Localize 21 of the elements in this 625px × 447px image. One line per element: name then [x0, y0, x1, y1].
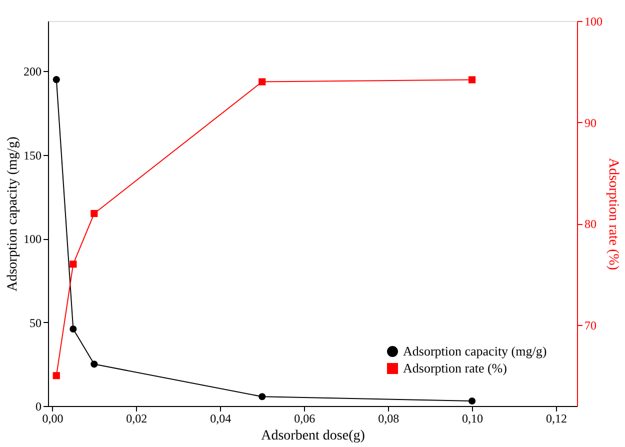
- x-tick-label: 0,06: [294, 412, 316, 426]
- y2-tick-label: 70: [584, 318, 596, 332]
- y-tick-label: 50: [30, 316, 42, 330]
- y-tick-label: 150: [24, 148, 42, 162]
- y2-tick-label: 90: [584, 116, 596, 130]
- x-axis-title: Adsorbent dose(g): [261, 428, 366, 444]
- y-tick-label: 200: [24, 64, 42, 79]
- x-tick-label: 0,00: [42, 412, 64, 426]
- y2-tick-label: 80: [584, 217, 596, 232]
- y2-axis-title: Adsorption rate (%): [606, 158, 620, 270]
- y-tick-label: 100: [24, 232, 42, 246]
- legend-label: Adsorption rate (%): [403, 360, 507, 376]
- y2-tick-label: 100: [584, 14, 602, 28]
- x-tick-label: 0,02: [126, 412, 148, 426]
- x-tick-label: 0,08: [378, 412, 400, 426]
- x-tick-label: 0,04: [210, 412, 232, 426]
- x-tick-label: 0,10: [462, 412, 484, 426]
- y-axis-title: Adsorption capacity (mg/g): [6, 136, 20, 292]
- y-tick-label: 0: [36, 400, 42, 414]
- x-tick-label: 0,12: [546, 412, 568, 426]
- legend-label: Adsorption capacity (mg/g): [403, 344, 547, 358]
